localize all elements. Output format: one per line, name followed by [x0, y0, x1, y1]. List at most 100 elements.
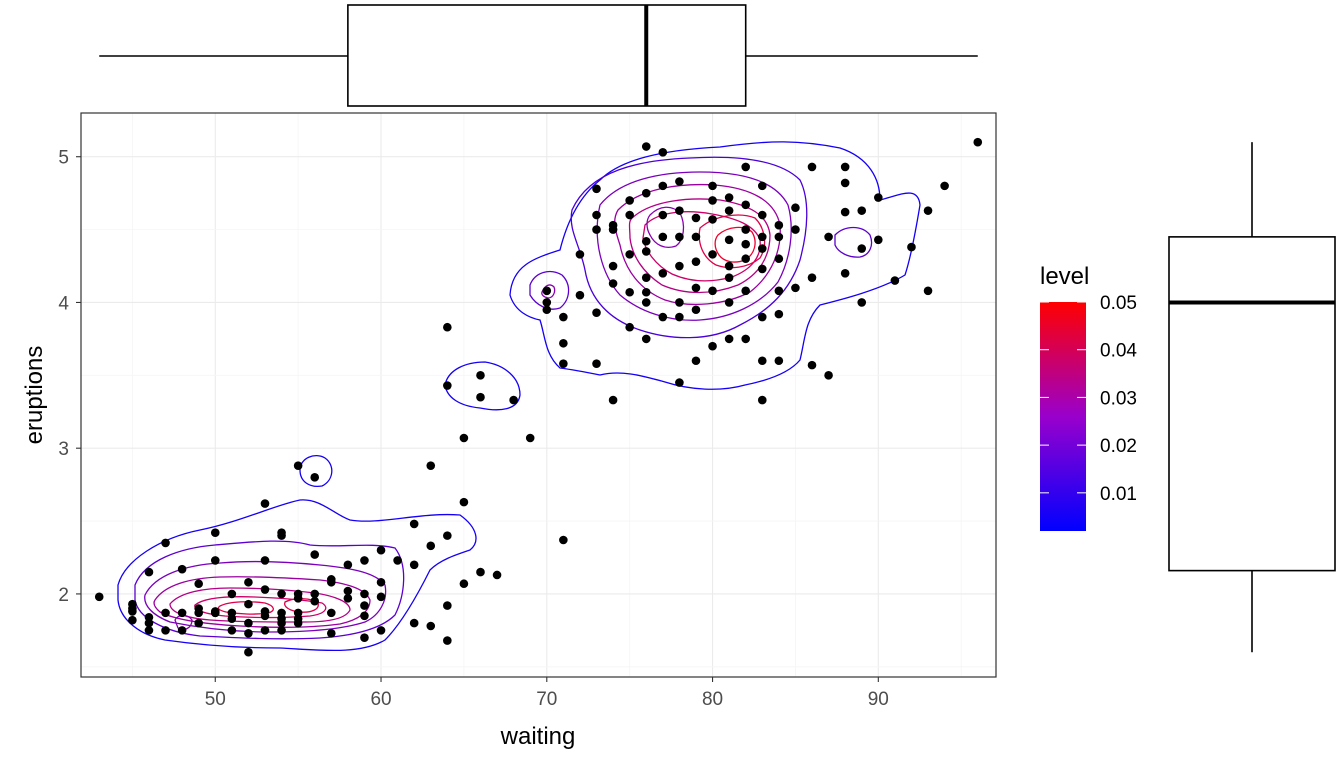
data-point — [641, 298, 651, 307]
data-point — [310, 596, 320, 606]
data-point — [840, 269, 850, 278]
y-tick-label: 4 — [58, 293, 69, 314]
data-point — [791, 203, 800, 213]
data-point — [343, 594, 353, 603]
data-point — [260, 585, 270, 594]
x-tick-label: 80 — [702, 689, 723, 710]
contour-level-0.01-lower — [134, 540, 405, 640]
data-point — [675, 312, 684, 322]
data-point — [592, 359, 601, 368]
data-point — [592, 210, 601, 220]
data-point — [144, 626, 154, 635]
x-tick-label: 60 — [370, 689, 391, 710]
data-point — [559, 338, 568, 348]
data-point — [658, 269, 668, 278]
data-point — [310, 550, 320, 559]
data-point — [641, 142, 651, 151]
axes: 50 60 70 80 90 2 3 4 5 — [58, 148, 888, 710]
data-point — [426, 621, 436, 631]
data-point — [824, 371, 833, 380]
data-point — [791, 225, 800, 234]
plot-panel-border — [80, 112, 997, 678]
data-point — [376, 545, 386, 555]
contour-middle-small — [299, 455, 333, 488]
data-point — [376, 592, 386, 602]
contour-level-0.031-lower — [169, 587, 351, 623]
data-point — [343, 560, 353, 570]
data-point — [691, 213, 701, 223]
data-point — [608, 261, 618, 271]
data-point — [194, 579, 203, 589]
contour-level-0.002-lower — [117, 499, 477, 652]
x-tick-label: 90 — [868, 689, 889, 710]
data-point — [675, 177, 684, 186]
data-point — [360, 611, 369, 621]
legend-tick-label: 0.03 — [1100, 388, 1137, 409]
contour-level-0.044-lower-b — [284, 598, 319, 613]
data-point — [708, 196, 717, 205]
contour-level-0.044-upper — [698, 214, 766, 269]
data-point — [210, 607, 220, 616]
data-point — [592, 308, 601, 317]
data-point — [658, 181, 668, 191]
data-point — [277, 626, 286, 635]
data-point — [177, 564, 187, 574]
data-point — [542, 286, 552, 296]
data-point — [161, 608, 170, 618]
data-point — [774, 220, 784, 230]
data-point — [741, 162, 751, 172]
data-point — [641, 334, 651, 344]
data-point — [840, 162, 850, 172]
data-point — [161, 538, 170, 548]
contour-level-0.017-lower — [144, 560, 387, 633]
data-point — [791, 283, 800, 293]
data-point — [293, 461, 303, 470]
data-point — [459, 433, 469, 443]
data-point — [625, 250, 634, 259]
data-point — [476, 567, 485, 577]
data-point — [741, 200, 751, 210]
data-point — [310, 589, 320, 599]
data-point — [757, 244, 767, 253]
data-point — [260, 556, 270, 565]
legend-ticks: 0.05 0.04 0.03 0.02 0.01 — [1040, 293, 1137, 505]
data-point — [227, 589, 237, 599]
data-point — [293, 589, 303, 599]
x-tick-label: 50 — [205, 689, 226, 710]
data-point — [641, 188, 651, 198]
data-point — [774, 356, 784, 366]
data-point — [443, 381, 452, 390]
data-point — [658, 148, 668, 157]
density-contours — [117, 141, 921, 652]
data-point — [708, 181, 717, 191]
box — [1168, 236, 1336, 572]
data-point — [326, 608, 336, 618]
data-point — [708, 250, 717, 259]
data-point — [443, 322, 452, 332]
contour-level-0.02-upper-b — [646, 206, 685, 249]
data-point — [675, 378, 684, 387]
data-point — [757, 312, 767, 322]
data-point — [509, 395, 518, 405]
data-point — [741, 225, 751, 234]
data-point — [277, 589, 286, 599]
data-point — [426, 461, 436, 470]
legend-tick-label: 0.01 — [1100, 484, 1137, 505]
data-point — [940, 181, 949, 191]
contour-level-0.031-upper — [628, 198, 771, 294]
data-point — [840, 178, 850, 188]
data-point — [409, 618, 419, 628]
data-point — [360, 589, 369, 599]
contour-level-0.017-upper — [596, 171, 792, 321]
data-point — [691, 232, 701, 242]
data-point — [625, 322, 634, 332]
data-point — [94, 592, 104, 602]
data-point — [326, 575, 336, 584]
data-point — [376, 577, 386, 587]
data-point — [757, 181, 767, 191]
data-point — [525, 433, 535, 443]
data-point — [807, 360, 817, 370]
data-point — [658, 312, 668, 322]
plot-panel-background — [81, 113, 996, 677]
data-point — [774, 286, 784, 296]
